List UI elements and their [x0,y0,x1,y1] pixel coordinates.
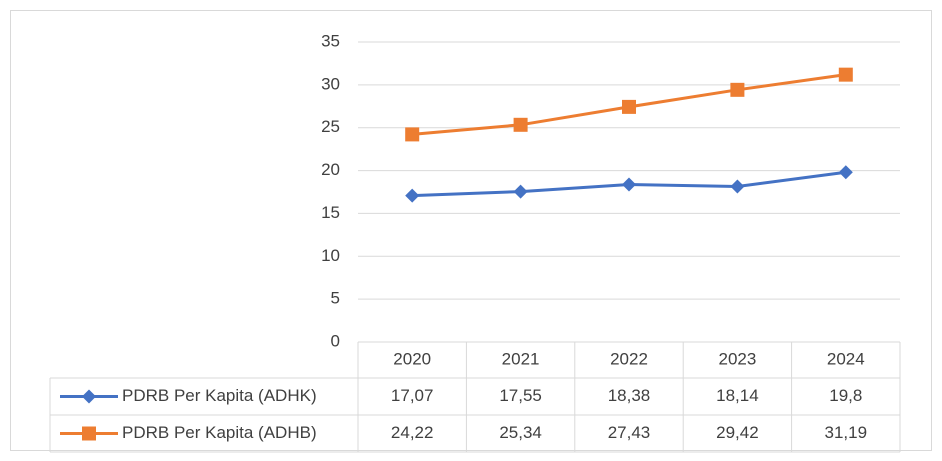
table-value: 18,14 [716,386,759,405]
y-tick-label: 30 [321,74,340,93]
x-tick-label: 2023 [718,349,756,368]
y-tick-label: 25 [321,117,340,136]
data-point [405,188,420,203]
legend-label: PDRB Per Kapita (ADHK) [122,386,317,405]
table-value: 17,55 [499,386,542,405]
y-tick-label: 5 [331,289,340,308]
table-value: 19,8 [829,386,862,405]
y-tick-label: 10 [321,246,340,265]
data-point [622,99,636,114]
data-point [513,184,528,199]
table-value: 24,22 [391,423,434,442]
x-tick-label: 2024 [827,349,865,368]
table-value: 25,34 [499,423,542,442]
legend-marker [82,426,96,441]
data-point [513,117,528,132]
data-point [405,127,420,142]
chart-border [10,10,932,451]
x-tick-label: 2020 [393,349,431,368]
table-value: 31,19 [825,423,868,442]
y-tick-label: 15 [321,203,340,222]
data-point [730,82,745,97]
legend-label: PDRB Per Kapita (ADHB) [122,423,317,442]
table-value: 17,07 [391,386,434,405]
x-tick-label: 2021 [502,349,540,368]
legend-marker [82,389,96,404]
table-value: 29,42 [716,423,759,442]
table-value: 18,38 [608,386,651,405]
x-tick-label: 2022 [610,349,648,368]
data-point [622,177,636,192]
data-point [838,67,853,82]
y-tick-label: 35 [321,31,340,50]
y-tick-label: 0 [331,331,340,350]
data-point [838,165,853,180]
table-value: 27,43 [608,423,651,442]
y-tick-label: 20 [321,160,340,179]
data-point [730,179,745,194]
